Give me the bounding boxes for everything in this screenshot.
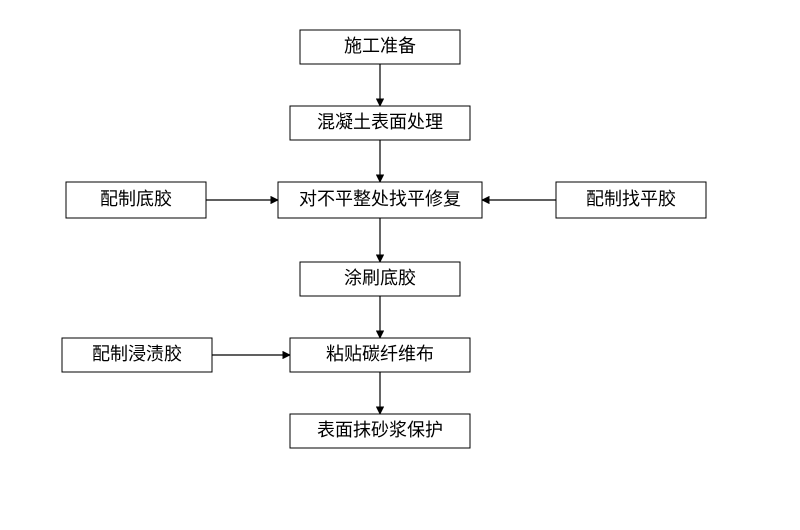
- flow-node-s3: 配制浸渍胶: [62, 338, 212, 372]
- flow-node-n3: 对不平整处找平修复: [278, 182, 482, 218]
- flowchart-canvas: 施工准备混凝土表面处理对不平整处找平修复涂刷底胶粘贴碳纤维布表面抹砂浆保护 配制底…: [0, 0, 800, 530]
- flow-node-s1: 配制底胶: [66, 182, 206, 218]
- flow-node-n4: 涂刷底胶: [300, 262, 460, 296]
- flow-node-n6: 表面抹砂浆保护: [290, 414, 470, 448]
- flow-node-n5: 粘贴碳纤维布: [290, 338, 470, 372]
- flow-node-label: 混凝土表面处理: [317, 112, 443, 132]
- flow-node-label: 配制浸渍胶: [92, 344, 182, 364]
- flow-node-label: 表面抹砂浆保护: [317, 420, 443, 440]
- nodes-layer: 施工准备混凝土表面处理对不平整处找平修复涂刷底胶粘贴碳纤维布表面抹砂浆保护 配制底…: [62, 30, 706, 448]
- flow-node-label: 配制底胶: [100, 189, 172, 209]
- flow-node-label: 涂刷底胶: [344, 268, 416, 288]
- flow-node-s2: 配制找平胶: [556, 182, 706, 218]
- flow-node-label: 施工准备: [344, 36, 416, 56]
- flow-node-label: 粘贴碳纤维布: [326, 344, 434, 364]
- flow-node-n2: 混凝土表面处理: [290, 106, 470, 140]
- flow-node-label: 配制找平胶: [586, 189, 676, 209]
- flow-node-label: 对不平整处找平修复: [299, 189, 461, 209]
- flow-node-n1: 施工准备: [300, 30, 460, 64]
